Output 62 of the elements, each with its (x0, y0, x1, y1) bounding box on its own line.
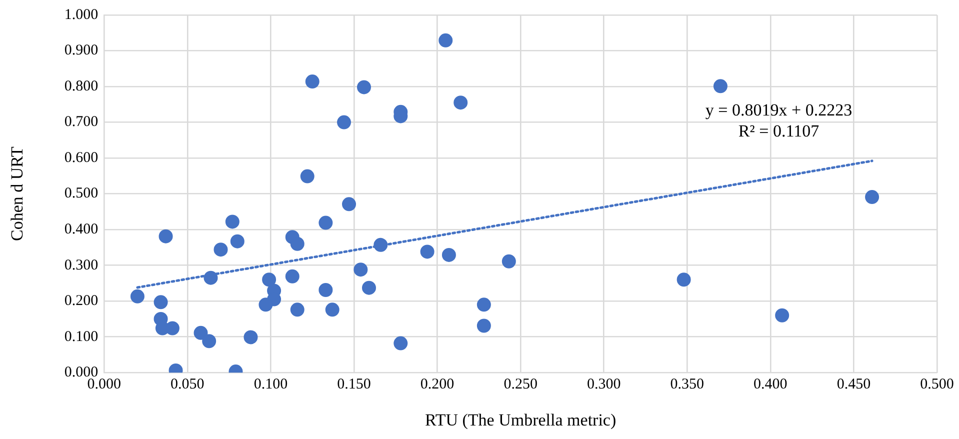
x-tick-label: 0.350 (670, 376, 704, 393)
point (300, 169, 314, 184)
point (130, 289, 144, 304)
point (158, 229, 173, 244)
point (262, 272, 276, 287)
point (337, 115, 352, 130)
point (214, 242, 228, 257)
point (244, 330, 258, 344)
x-tick-label: 0.200 (420, 376, 454, 393)
point (285, 269, 300, 284)
point (502, 254, 516, 268)
x-tick-label: 0.450 (836, 376, 871, 393)
x-axis-title: RTU (The Umbrella metric) (425, 410, 616, 430)
point (230, 234, 244, 248)
y-tick-label: 0.300 (64, 257, 98, 274)
point (775, 308, 790, 322)
point (713, 79, 728, 94)
point (154, 295, 168, 310)
point (202, 334, 216, 348)
y-tick-label: 0.100 (64, 328, 98, 345)
point (325, 302, 340, 317)
y-axis-title: Cohen d URT (8, 146, 27, 241)
x-tick-label: 0.100 (254, 376, 288, 393)
x-tick-label: 0.250 (504, 376, 538, 393)
point (354, 262, 368, 277)
point (420, 244, 434, 259)
point (318, 216, 333, 230)
point (194, 326, 208, 340)
x-tick-label: 0.400 (754, 376, 788, 393)
x-tick-label: 0.050 (170, 376, 204, 393)
y-tick-label: 0.600 (64, 150, 98, 166)
x-tick-label: 0.500 (920, 376, 954, 393)
point (258, 298, 273, 312)
point (165, 321, 180, 336)
point (290, 236, 304, 251)
point (357, 80, 371, 94)
x-tick-label: 0.300 (586, 376, 621, 393)
y-tick-label: 0.800 (64, 78, 98, 94)
y-tick-label: 0.500 (64, 186, 98, 202)
y-tick-label: 1.000 (64, 6, 98, 23)
point (394, 336, 408, 350)
point (362, 280, 376, 295)
y-tick-label: 0.700 (64, 114, 98, 130)
y-tick-label: 0.900 (64, 42, 98, 59)
point (676, 272, 691, 287)
y-tick-label: 0.400 (64, 221, 98, 238)
point (476, 318, 491, 333)
x-tick-label: 0.150 (337, 376, 371, 393)
point (318, 282, 333, 297)
point (865, 190, 880, 204)
point (305, 74, 320, 89)
point (454, 96, 468, 110)
annotation: R² = 0.1107 (738, 121, 820, 140)
x-tick-label: 0.000 (87, 376, 122, 393)
point (476, 298, 491, 312)
y-tick-label: 0.200 (64, 293, 98, 310)
point (438, 33, 453, 48)
point (442, 248, 456, 262)
point (225, 214, 240, 229)
point (342, 197, 356, 212)
annotation: y = 0.8019x + 0.2223 (705, 100, 852, 120)
point (290, 302, 304, 317)
